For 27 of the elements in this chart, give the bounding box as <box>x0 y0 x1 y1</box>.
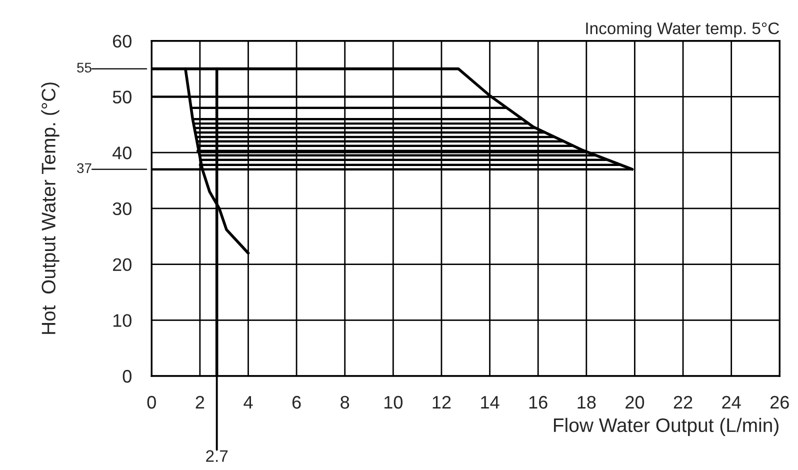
x-axis-title: Flow Water Output (L/min) <box>554 418 778 436</box>
x-tick-label: 2 <box>196 396 204 409</box>
text: Incoming Water temp. 5°C <box>586 22 780 38</box>
x-tick-label: 6 <box>292 396 301 409</box>
x-tick-label: 26 <box>770 396 789 409</box>
y-tick-label: 10 <box>113 314 132 327</box>
y-tick-label: 40 <box>112 146 132 160</box>
x-tick-label: 14 <box>481 396 500 409</box>
ref-line-label: 37 <box>77 163 92 174</box>
x-tick-label: 16 <box>529 396 548 409</box>
ref-line-label: 55 <box>77 62 92 73</box>
y-tick-label: 50 <box>112 90 132 104</box>
x-tick-label: 8 <box>340 396 350 409</box>
x-tick-label: 24 <box>722 396 741 409</box>
y-tick-label: 60 <box>113 34 132 48</box>
x-tick-label: 12 <box>432 396 451 409</box>
y-tick-label: 20 <box>113 258 132 272</box>
x-tick-label: 20 <box>626 396 644 409</box>
x-tick-label: 22 <box>674 396 692 409</box>
y-axis-title: Hot Output Water Temp. (°C) <box>41 82 60 334</box>
ref-line-label: 2.7 <box>206 450 228 462</box>
x-tick-label: 18 <box>578 396 596 409</box>
x-tick-label: 10 <box>384 396 403 409</box>
x-tick-label: 0 <box>147 396 156 409</box>
y-tick-label: 0 <box>122 370 132 383</box>
x-tick-label: 4 <box>244 396 253 409</box>
y-tick-label: 30 <box>112 202 132 216</box>
